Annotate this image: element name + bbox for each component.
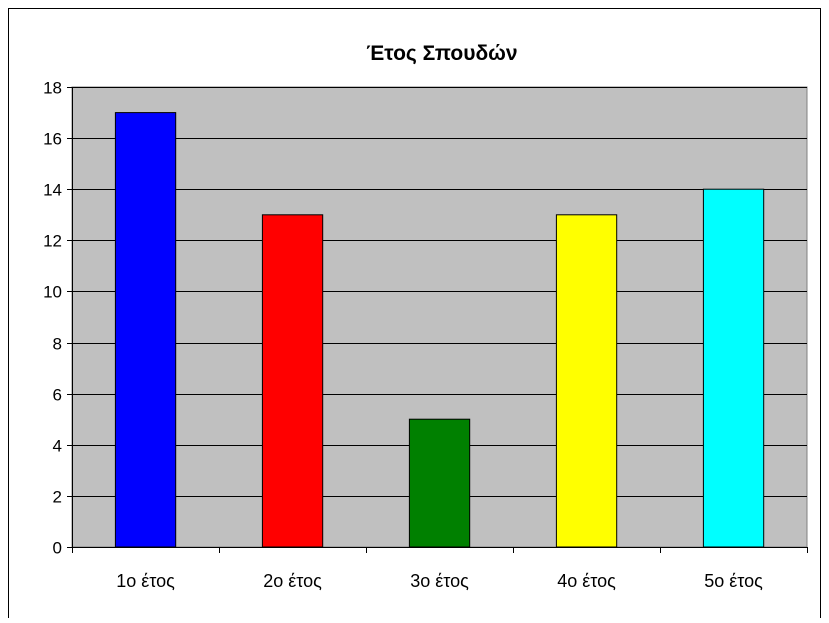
y-tick-label: 10 <box>43 283 62 302</box>
x-tick-label: 5ο έτος <box>704 571 763 591</box>
bar <box>114 112 177 548</box>
bar <box>702 188 765 548</box>
bar <box>261 214 324 548</box>
axes: 0 2 4 6 8 10 12 14 16 18 1ο έτος 2ο έτος 3ο έτος 4ο έ… <box>43 79 808 591</box>
y-tick-label: 2 <box>53 488 62 507</box>
y-tick-label: 12 <box>43 232 62 251</box>
y-tick-label: 0 <box>53 539 62 558</box>
x-tick-label: 3ο έτος <box>410 571 469 591</box>
bar <box>408 418 471 548</box>
chart-title: Έτος Σπουδών <box>366 42 517 65</box>
y-tick-label: 18 <box>43 79 62 98</box>
y-tick-label: 6 <box>53 386 62 405</box>
x-tick-label: 2ο έτος <box>263 571 322 591</box>
y-tick-label: 16 <box>43 130 62 149</box>
x-tick-label: 4ο έτος <box>557 571 616 591</box>
bar <box>555 214 618 548</box>
bars <box>114 112 765 548</box>
y-tick-label: 4 <box>53 437 62 456</box>
y-tick-label: 8 <box>53 335 62 354</box>
y-tick-label: 14 <box>43 181 62 200</box>
x-tick-label: 1ο έτος <box>116 571 175 591</box>
